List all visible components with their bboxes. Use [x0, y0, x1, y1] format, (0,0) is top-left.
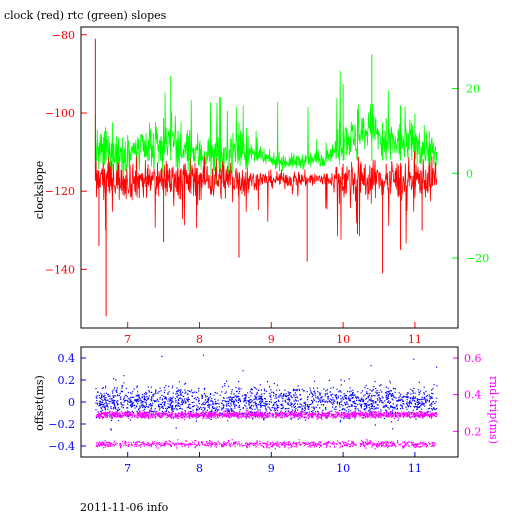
bottom-x-tick-label: 10 [336, 462, 350, 475]
bottom-x-tick-label: 7 [124, 462, 131, 475]
bottom-y2-tick-label: 0.4 [464, 389, 482, 402]
rtt-points [95, 409, 438, 450]
top-y2-tick-label: −20 [466, 252, 489, 265]
bottom-y2-axis-label: rnd-trip(ms) [487, 376, 500, 444]
chart-title: clock (red) rtc (green) slopes [4, 9, 167, 22]
series-line-clock [95, 151, 437, 244]
offset-points [95, 354, 438, 431]
top-x-tick-label: 9 [268, 333, 275, 346]
bottom-y-tick-label: 0.2 [58, 374, 76, 387]
top-y2-tick-label: 20 [466, 82, 480, 95]
bottom-y-tick-label: −0.2 [48, 418, 75, 431]
bottom-y-axis-label: offset(ms) [33, 375, 46, 431]
top-y-tick-label: −100 [45, 107, 75, 120]
bottom-y-tick-label: 0.4 [58, 352, 76, 365]
top-y-axis-label: clockslope [33, 161, 46, 219]
top-x-tick-label: 8 [196, 333, 203, 346]
bottom-plot: 0.4 0.2 0 −0.2 −0.4 0.6 0.4 0.2 7 8 9 10 11 [48, 352, 481, 475]
bottom-plot-frame [80, 346, 459, 458]
top-plot: −80 −100 −120 −140 20 0 −20 7 8 9 10 11 [45, 29, 489, 346]
top-x-tick-label: 11 [408, 333, 422, 346]
top-plot-frame [80, 26, 459, 329]
bottom-y-tick-label: −0.4 [48, 440, 75, 453]
top-y2-tick-label: 0 [466, 167, 473, 180]
top-x-tick-label: 7 [124, 333, 131, 346]
bottom-y-tick-label: 0 [68, 396, 75, 409]
top-y-tick-label: −80 [52, 29, 75, 42]
top-y-tick-label: −120 [45, 185, 75, 198]
bottom-y2-tick-label: 0.6 [464, 352, 482, 365]
top-x-tick-label: 10 [336, 333, 350, 346]
top-y-tick-label: −140 [45, 263, 75, 276]
bottom-x-tick-label: 9 [268, 462, 275, 475]
bottom-y2-tick-label: 0.2 [464, 425, 482, 438]
bottom-x-tick-label: 11 [408, 462, 422, 475]
footer-text: 2011-11-06 info [80, 501, 169, 512]
series-line-rtc [95, 70, 437, 185]
bottom-x-tick-label: 8 [196, 462, 203, 475]
